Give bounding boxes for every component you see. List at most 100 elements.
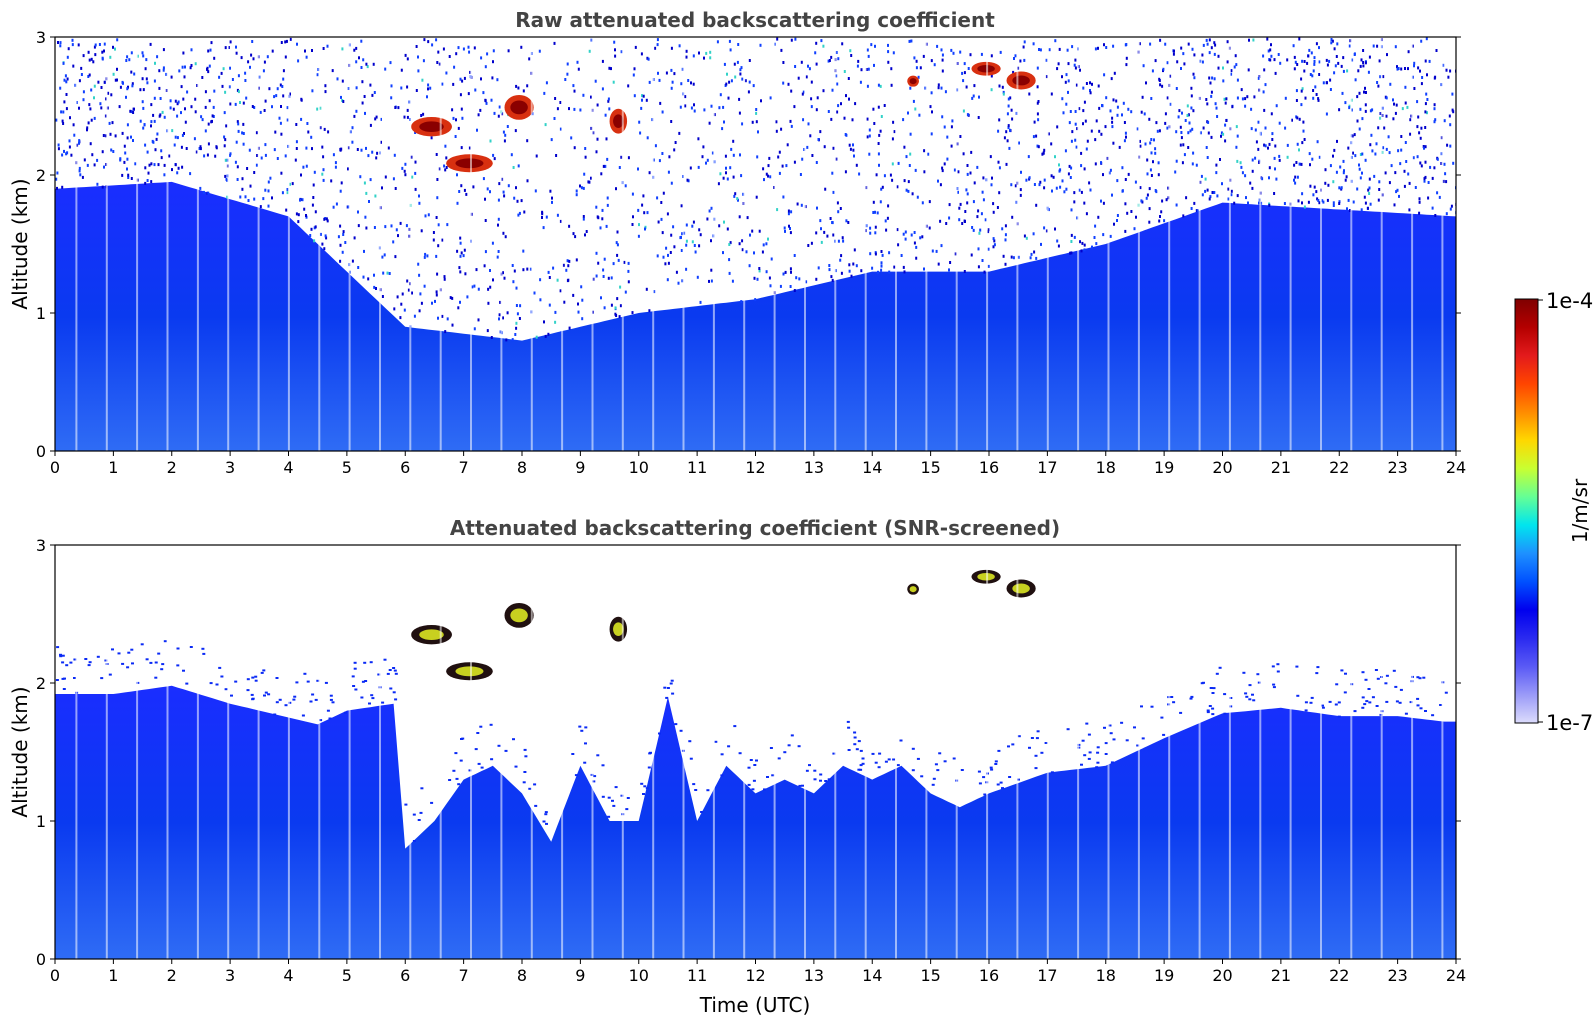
- noise-speck: [855, 163, 858, 167]
- noise-speck: [190, 64, 193, 67]
- noise-speck: [1178, 109, 1181, 113]
- screened-speck: [1334, 703, 1338, 706]
- noise-speck: [376, 151, 379, 155]
- noise-speck: [915, 245, 918, 249]
- noise-speck: [1337, 61, 1340, 65]
- noise-speck: [1424, 145, 1427, 149]
- noise-speck: [381, 186, 383, 190]
- noise-speck: [963, 71, 966, 75]
- noise-speck: [866, 48, 869, 52]
- noise-speck: [880, 268, 883, 272]
- noise-speck: [1004, 262, 1007, 266]
- screened-speck: [747, 766, 751, 769]
- noise-speck: [547, 270, 550, 274]
- noise-speck: [497, 223, 499, 227]
- noise-speck: [685, 55, 688, 59]
- noise-speck: [916, 195, 919, 199]
- noise-speck: [905, 188, 908, 192]
- noise-speck: [461, 116, 464, 120]
- noise-speck: [908, 39, 911, 43]
- screened-speck: [1133, 726, 1136, 729]
- noise-speck: [1085, 82, 1088, 85]
- noise-speck: [576, 60, 579, 64]
- noise-speck: [420, 114, 423, 117]
- noise-speck: [1093, 236, 1096, 239]
- noise-speck: [1404, 67, 1406, 70]
- noise-speck: [406, 85, 409, 89]
- noise-speck: [1082, 86, 1085, 90]
- noise-speck: [1257, 76, 1260, 80]
- noise-speck: [1223, 97, 1226, 101]
- noise-speck: [990, 74, 993, 78]
- noise-speck: [535, 335, 538, 339]
- noise-speck: [467, 45, 470, 49]
- screened-speck: [938, 752, 942, 755]
- screened-speck: [1083, 754, 1087, 757]
- screened-speck: [916, 757, 920, 760]
- noise-speck: [88, 73, 91, 77]
- noise-speck: [1433, 76, 1436, 80]
- noise-speck: [1028, 92, 1031, 96]
- noise-speck: [749, 233, 751, 237]
- noise-speck: [661, 231, 664, 235]
- raw-xtick-label: 24: [1446, 458, 1466, 477]
- noise-speck: [93, 116, 96, 120]
- noise-speck: [1356, 187, 1359, 191]
- noise-speck: [1301, 141, 1304, 145]
- noise-speck: [1192, 72, 1195, 76]
- noise-speck: [1436, 157, 1439, 161]
- noise-speck: [776, 37, 779, 41]
- noise-speck: [1420, 164, 1423, 168]
- screened-speck: [1110, 761, 1114, 764]
- gap-stripe: [379, 545, 381, 959]
- noise-speck: [453, 65, 456, 69]
- noise-speck: [397, 106, 400, 110]
- noise-speck: [1341, 91, 1344, 95]
- screened-ytick-label: 1: [36, 812, 46, 831]
- noise-speck: [154, 61, 156, 65]
- noise-speck: [693, 244, 696, 247]
- noise-speck: [680, 82, 683, 86]
- noise-speck: [56, 171, 59, 175]
- noise-speck: [656, 38, 659, 42]
- noise-speck: [585, 230, 588, 233]
- noise-speck: [1191, 47, 1194, 51]
- screened-speck: [96, 655, 100, 658]
- noise-speck: [1263, 143, 1266, 147]
- screened-speck: [663, 686, 667, 689]
- noise-speck: [72, 64, 75, 68]
- noise-speck: [1344, 178, 1347, 182]
- noise-speck: [1332, 154, 1334, 158]
- screened-speck: [1251, 693, 1254, 696]
- screened-speck: [720, 774, 724, 777]
- noise-speck: [1427, 181, 1430, 184]
- gap-stripe: [409, 545, 412, 959]
- noise-speck: [456, 201, 459, 205]
- noise-speck: [262, 69, 265, 73]
- raw-xtick-label: 17: [1037, 458, 1057, 477]
- screened-speck: [584, 742, 587, 745]
- noise-speck: [239, 195, 242, 199]
- noise-speck: [1313, 56, 1316, 60]
- noise-speck: [948, 216, 951, 220]
- noise-speck: [451, 108, 454, 112]
- noise-speck: [1369, 202, 1372, 206]
- gap-stripe: [864, 37, 867, 451]
- noise-speck: [984, 218, 987, 222]
- screened-speck: [808, 764, 811, 767]
- noise-speck: [1079, 68, 1081, 72]
- noise-speck: [381, 255, 384, 259]
- noise-speck: [1333, 47, 1336, 51]
- noise-speck: [465, 192, 468, 196]
- noise-speck: [249, 184, 252, 188]
- screened-speck: [1125, 739, 1129, 742]
- noise-speck: [941, 58, 944, 62]
- noise-speck: [62, 110, 65, 114]
- noise-speck: [517, 86, 520, 90]
- noise-speck: [685, 239, 688, 243]
- noise-speck: [1089, 89, 1091, 92]
- noise-speck: [1085, 147, 1088, 151]
- noise-speck: [373, 226, 376, 229]
- noise-speck: [1097, 46, 1099, 50]
- screened-speck: [896, 764, 900, 767]
